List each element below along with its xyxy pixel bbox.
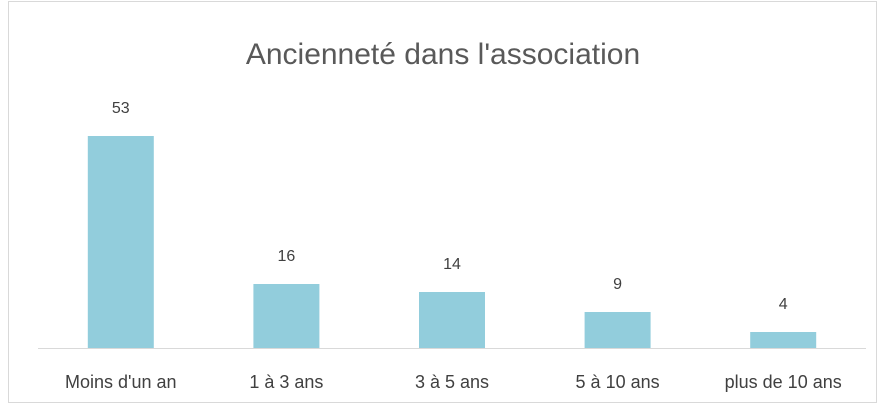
bar — [253, 284, 320, 348]
x-tick-label: 1 à 3 ans — [249, 372, 323, 392]
data-label: 16 — [278, 248, 296, 265]
data-label: 9 — [613, 276, 622, 293]
chart-title: Ancienneté dans l'association — [246, 38, 640, 71]
x-tick-label: 5 à 10 ans — [576, 372, 660, 392]
x-tick-label: 3 à 5 ans — [415, 372, 489, 392]
bar — [419, 292, 485, 348]
x-tick-label: Moins d'un an — [65, 372, 177, 392]
data-label: 14 — [443, 256, 461, 273]
bar — [87, 136, 154, 348]
bar — [750, 332, 817, 348]
data-label: 4 — [779, 296, 788, 313]
data-label: 53 — [112, 100, 130, 117]
bar — [584, 312, 651, 348]
x-tick-label: plus de 10 ans — [725, 372, 842, 392]
